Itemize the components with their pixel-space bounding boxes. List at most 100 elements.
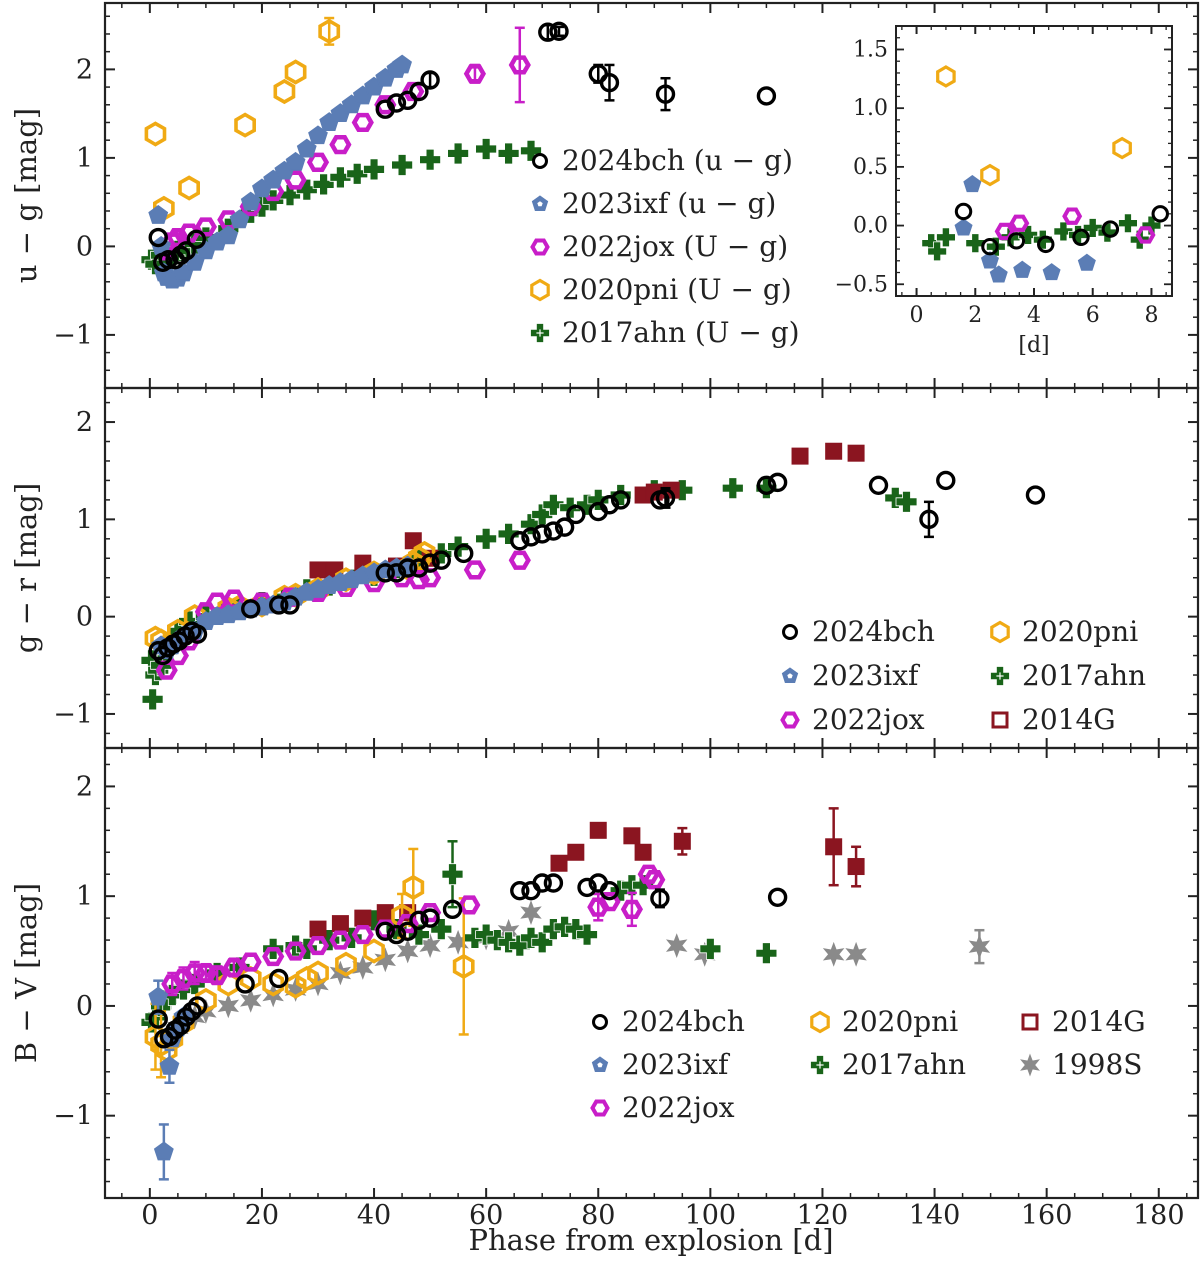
point-2024bch (420, 908, 440, 928)
legend-marker-2020pni (530, 278, 550, 302)
inset-point-2024bch (981, 237, 999, 256)
point-2017ahn (475, 923, 498, 946)
point-2024bch (186, 229, 207, 250)
point-2017ahn (363, 158, 385, 181)
point-2014G (309, 920, 327, 938)
inset-point-2017ahn (1082, 218, 1103, 238)
point-2014G (673, 832, 691, 850)
point-2024bch (599, 72, 620, 93)
ytick-label: 1 (76, 881, 93, 912)
point-2017ahn (312, 173, 335, 196)
point-2024bch (767, 887, 788, 907)
point-2017ahn (475, 527, 498, 550)
data-layer (140, 442, 1046, 711)
point-2024bch (409, 81, 429, 102)
point-2024bch (532, 873, 552, 893)
point-2024bch (397, 921, 418, 941)
point-2020pni (273, 78, 296, 105)
point-2024bch (409, 558, 429, 578)
point-2022jox (205, 965, 229, 985)
inset-point-2022jox (1009, 214, 1030, 232)
point-2024bch (655, 84, 676, 104)
legend-label-2020pni: 2020pni (1022, 615, 1138, 648)
point-2020pni (178, 175, 200, 201)
legend-marker-2024bch (532, 153, 548, 169)
point-2024bch (269, 968, 289, 989)
legend-label-2024bch: 2024bch (u − g) (562, 144, 793, 177)
point-2022jox (458, 895, 481, 915)
point-2014G (567, 843, 585, 861)
inset-point-2017ahn (965, 233, 986, 254)
inset-point-2017ahn (1053, 221, 1074, 242)
point-2024bch (577, 877, 597, 898)
point-2022jox (643, 870, 666, 890)
series-2024bch (148, 21, 777, 273)
panel-B-V: 0 20 40 60 80 100 120 140 160 180 −1 0 1 2 B − V [mag]… (9, 746, 1200, 1231)
panel-B-V-xtick-label: 160 (1021, 1200, 1073, 1231)
point-2022jox (178, 223, 201, 243)
legend-marker-2022jox (780, 711, 800, 729)
point-1998S (374, 947, 397, 973)
point-2017ahn (486, 929, 509, 951)
point-2014G (376, 904, 394, 922)
inset-point-2024bch (1101, 220, 1120, 238)
point-2017ahn (553, 916, 576, 938)
point-2020pni (335, 951, 357, 977)
point-1998S (665, 933, 688, 959)
point-2014G (825, 442, 843, 460)
legend-label-2023ixf: 2023ixf (622, 1048, 731, 1081)
point-2017ahn (884, 486, 907, 509)
inset-series-2020pni (936, 65, 1132, 187)
point-2014G (309, 561, 327, 579)
point-2017ahn (576, 923, 598, 946)
inset-point-2023ixf (1013, 260, 1032, 278)
point-2024bch (868, 475, 889, 495)
point-2023ixf (218, 225, 239, 245)
inset-ytick-label: 0.0 (853, 214, 888, 239)
point-2022jox (183, 963, 206, 983)
inset-point-2024bch (1072, 228, 1090, 247)
ytick-label: 2 (76, 771, 93, 802)
point-2024bch (158, 249, 179, 270)
point-2017ahn (564, 918, 587, 940)
legend-label-2017ahn: 2017ahn (U − g) (562, 316, 800, 349)
panel-B-V-xtick-label: 80 (581, 1200, 615, 1231)
series-2023ixf (148, 54, 412, 289)
point-2020pni (284, 59, 307, 85)
panel-B-V-xtick-label: 140 (909, 1200, 961, 1231)
legend-marker-2014G (991, 711, 1009, 729)
point-2024bch (510, 531, 530, 551)
point-2022jox (329, 134, 352, 155)
point-2017ahn (520, 139, 542, 162)
panel-u-g: −1 0 1 2 u − g [mag] 2024bch (u − g) 2023ixf (… (9, 1, 1200, 390)
point-2020pni (307, 960, 329, 986)
point-2024bch (655, 488, 676, 508)
point-2023ixf (392, 54, 412, 74)
legend-marker-2014G (1021, 1013, 1039, 1031)
point-2017ahn (895, 490, 918, 513)
inset-plot: 0 2 4 6 8 −0.5 0.0 0.5 1.0 1.5 [d] (835, 25, 1173, 358)
point-2022jox (351, 112, 374, 133)
point-2024bch (650, 888, 670, 909)
inset-xtick-label: 8 (1144, 303, 1158, 328)
point-2014G (550, 854, 568, 872)
point-2014G (847, 444, 865, 462)
inset-point-2024bch (1007, 232, 1026, 250)
point-2024bch (936, 470, 956, 491)
inset-point-2022jox (1062, 207, 1083, 225)
point-2022jox (239, 952, 262, 972)
panel-B-V-xtick-label: 180 (1133, 1200, 1185, 1231)
point-2022jox (463, 64, 486, 84)
panel-B-V-xtick-label: 0 (141, 1200, 158, 1231)
point-2017ahn (721, 477, 744, 500)
legend-label-2024bch: 2024bch (622, 1005, 745, 1038)
point-2024bch (386, 563, 407, 583)
legend-marker-2024bch (592, 1014, 608, 1030)
point-2020pni (144, 121, 167, 147)
point-2024bch (599, 880, 620, 901)
inset-point-2020pni (980, 163, 1000, 187)
series-2020pni (144, 16, 341, 221)
inset-ytick-label: 0.5 (853, 155, 888, 180)
point-2017ahn (447, 142, 470, 165)
point-2024bch (610, 490, 631, 510)
